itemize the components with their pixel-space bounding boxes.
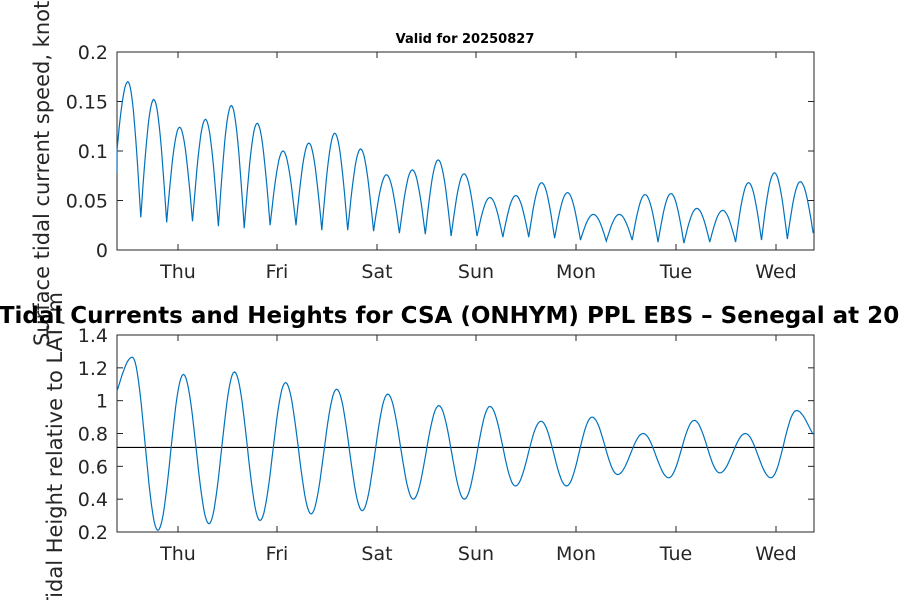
current-speed-y-tick-label: 0 (96, 240, 108, 262)
tidal-height-axes: 0.2 0.4 0.6 0.8 1 1.2 1.4 Thu Fri Sat Sun Mon Tue We… (43, 292, 815, 600)
current-speed-x-tick-label-mon: Mon (556, 261, 596, 283)
tidal-height-x-tick-label-tue: Tue (659, 543, 692, 565)
current-speed-x-tick-label-fri: Fri (266, 261, 289, 283)
tidal-height-y-tick-label: 1 (96, 391, 108, 413)
tidal-height-plot-area (116, 334, 815, 533)
tidal-height-y-tick-label: 0.6 (78, 456, 108, 478)
current-speed-x-tick-label-sun: Sun (458, 261, 494, 283)
current-speed-y-tick-label: 0.05 (66, 191, 108, 213)
current-speed-chart-title: Valid for 20250827 (396, 32, 535, 47)
tidal-height-x-tick-label-mon: Mon (556, 543, 596, 565)
tidal-height-y-axis: 0.2 0.4 0.6 0.8 1 1.2 1.4 (78, 325, 814, 544)
tidal-height-x-tick-label-fri: Fri (266, 543, 289, 565)
current-speed-y-tick-label: 0.1 (78, 141, 108, 163)
tidal-height-y-tick-label: 0.4 (78, 489, 108, 511)
tidal-height-x-tick-label-wed: Wed (755, 543, 796, 565)
current-speed-x-tick-label-thu: Thu (159, 261, 196, 283)
tidal-height-y-tick-label: 1.4 (78, 325, 108, 347)
tidal-height-y-tick-label: 0.2 (78, 522, 108, 544)
current-speed-y-tick-label: 0.2 (78, 42, 108, 64)
current-speed-y-tick-label: 0.15 (66, 92, 108, 114)
current-speed-x-tick-label-wed: Wed (755, 261, 796, 283)
tidal-height-x-tick-label-sun: Sun (458, 543, 494, 565)
current-speed-x-tick-label-sat: Sat (361, 261, 392, 283)
tidal-height-y-tick-label: 0.8 (78, 424, 108, 446)
tidal-height-series-line (116, 356, 814, 532)
current-speed-x-tick-label-tue: Tue (659, 261, 692, 283)
tidal-height-x-tick-label-thu: Thu (159, 543, 196, 565)
current-speed-y-axis-label: Surface tidal current speed, knots (30, 0, 54, 346)
current-speed-plot-area (116, 51, 815, 251)
tidal-height-x-axis: Thu Fri Sat Sun Mon Tue Wed (159, 335, 797, 565)
current-speed-axes: 0 0.05 0.1 0.15 0.2 Thu Fri Sat Sun Mon Tue Wed Va… (30, 0, 815, 346)
current-speed-x-axis: Thu Fri Sat Sun Mon Tue Wed (159, 52, 797, 283)
tidal-height-y-axis-label: Tidal Height relative to LAT, m (43, 292, 67, 600)
tidal-height-x-tick-label-sat: Sat (361, 543, 392, 565)
figure-main-title: Tidal Currents and Heights for CSA (ONHY… (0, 303, 900, 329)
current-speed-y-axis: 0 0.05 0.1 0.15 0.2 (66, 42, 814, 262)
current-speed-series-line (116, 80, 814, 244)
tidal-height-y-tick-label: 1.2 (78, 358, 108, 380)
